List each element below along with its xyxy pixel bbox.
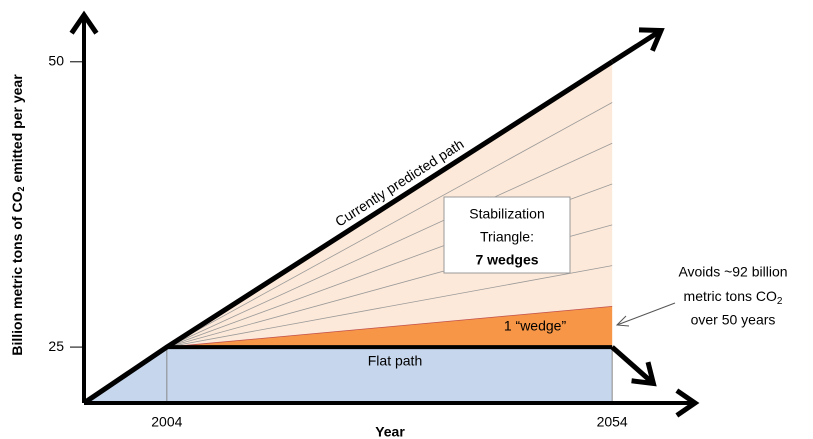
predicted-arrow-head (638, 27, 665, 52)
predicted-arrow-shaft (610, 28, 663, 64)
y-axis-label: Billion metric tons of CO2 emitted per ye… (9, 74, 27, 356)
callout-text: Triangle: (480, 229, 534, 245)
y-tick-label: 25 (48, 338, 64, 354)
wedge-line (166, 142, 613, 348)
x-tick-label: 2054 (597, 414, 628, 430)
wedge-line (166, 102, 613, 348)
x-axis-label: Year (375, 424, 405, 439)
callout-box (443, 196, 571, 274)
x-axis-arrow (675, 388, 700, 418)
y-label-text: Billion metric tons of CO (9, 191, 25, 355)
note-line: metric tons CO2 (684, 288, 783, 307)
note-line: Avoids ~92 billion (678, 264, 787, 280)
flat-arrow-head (631, 361, 657, 387)
callout-text: Stabilization (469, 206, 545, 222)
series-label: Flat path (368, 353, 422, 369)
x-tick-label: 2004 (151, 414, 182, 430)
y-label-sub: 2 (16, 187, 26, 192)
flat-arrow-shaft (610, 345, 656, 386)
y-axis-arrow (69, 10, 99, 35)
note-line: over 50 years (691, 312, 776, 328)
wedge-line (166, 265, 613, 348)
note-text: metric tons CO (684, 288, 777, 304)
note-pointer (616, 302, 676, 326)
y-label-text: emitted per year (9, 74, 25, 183)
y-tick-label: 50 (48, 52, 64, 68)
note-pointer-head (615, 315, 630, 327)
wedge-line (166, 305, 613, 348)
wedge-label: 1 “wedge” (504, 318, 567, 334)
callout-text: 7 wedges (475, 252, 538, 268)
note-sub: 2 (777, 296, 783, 307)
flat-area (84, 347, 613, 403)
